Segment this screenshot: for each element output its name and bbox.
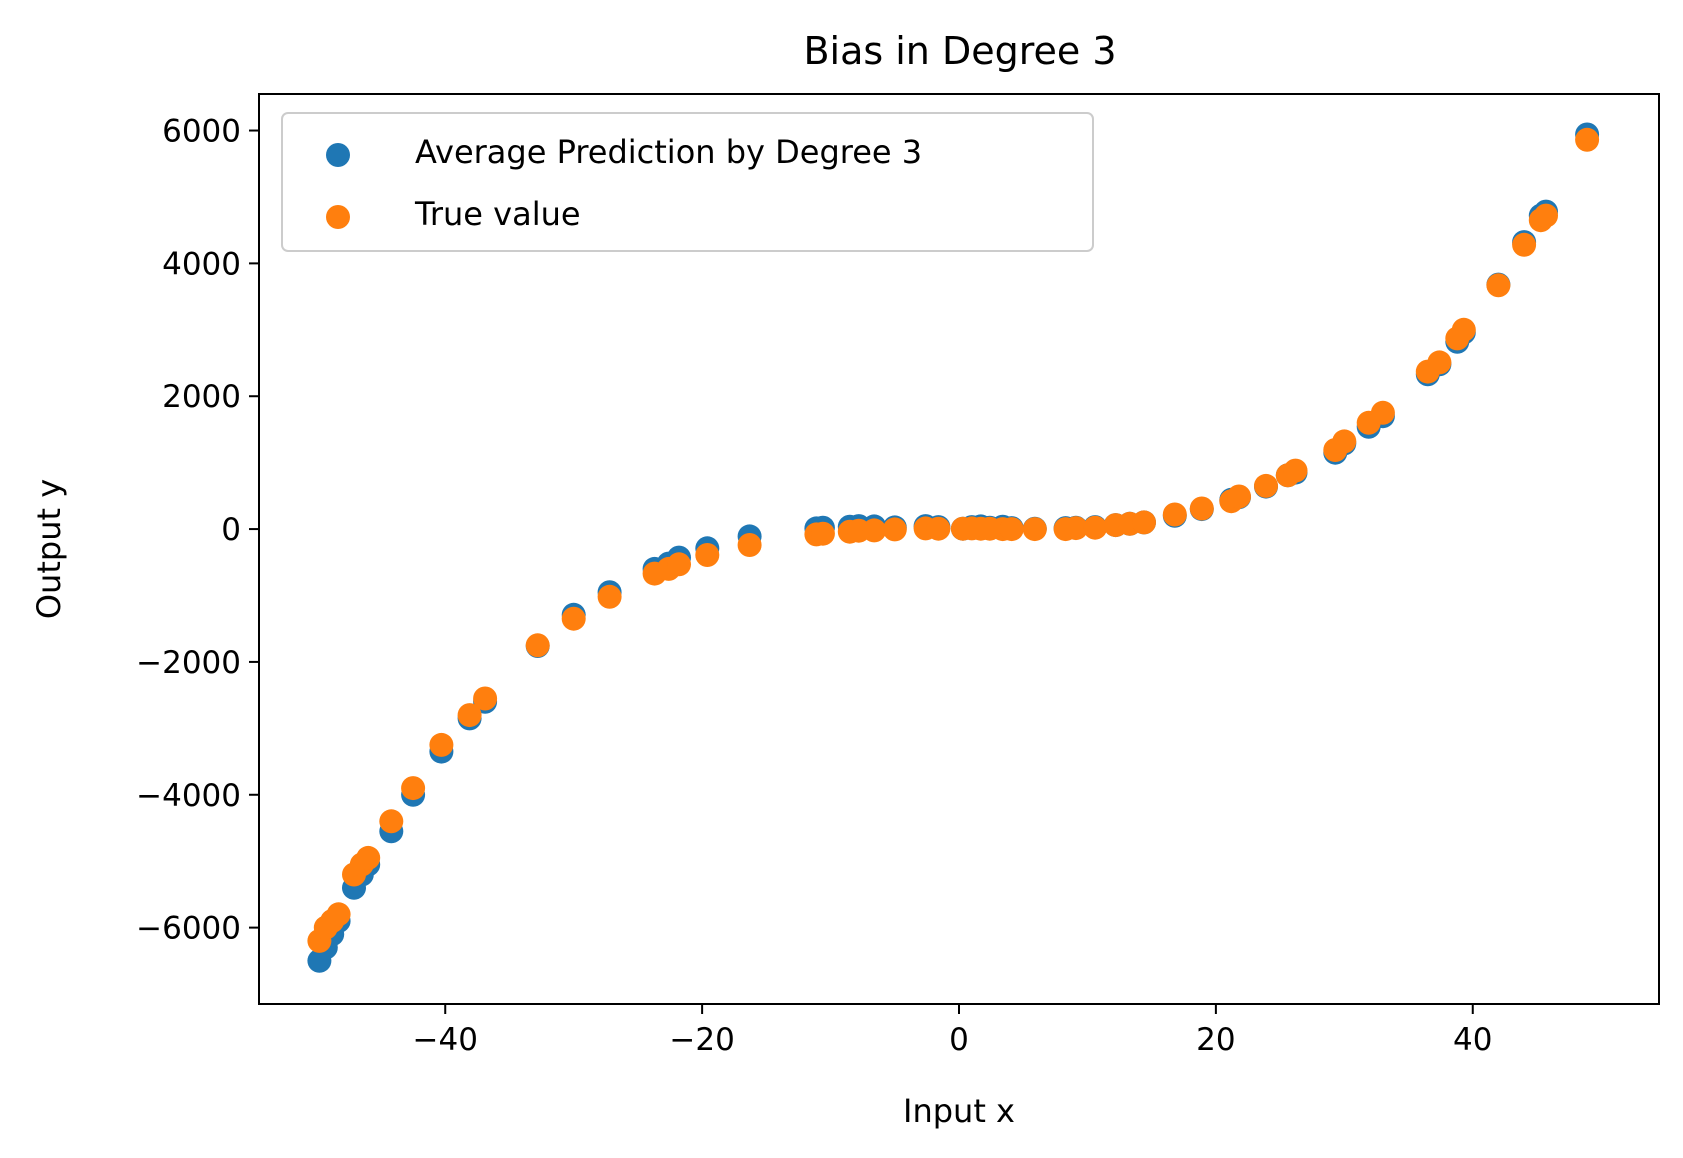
legend-label-true-value: True value — [414, 195, 581, 233]
data-point — [926, 516, 951, 541]
data-point — [1486, 273, 1511, 298]
data-point — [1132, 510, 1156, 535]
data-point — [810, 521, 835, 546]
data-point — [1332, 429, 1357, 454]
y-tick-label: −4000 — [136, 778, 241, 814]
data-point — [862, 518, 887, 543]
data-point — [561, 606, 586, 631]
y-tick-label: −6000 — [136, 911, 241, 947]
data-point — [667, 552, 691, 577]
data-point — [1162, 502, 1187, 527]
legend-marker-true-value — [326, 205, 350, 229]
x-tick-label: 0 — [949, 1022, 969, 1058]
data-point — [1254, 473, 1278, 498]
data-point — [1189, 496, 1214, 521]
data-point — [1370, 400, 1395, 425]
data-point — [1575, 127, 1600, 152]
y-tick-label: 6000 — [162, 114, 241, 150]
data-point — [1427, 350, 1452, 375]
data-point — [379, 809, 404, 834]
data-point — [457, 703, 482, 728]
y-tick-label: 0 — [221, 512, 241, 548]
data-point — [695, 543, 720, 567]
x-tick-label: −20 — [669, 1022, 734, 1058]
data-point — [401, 776, 426, 801]
scatter-marks — [307, 122, 1600, 973]
y-axis: −6000 −4000 −2000 0 2000 4000 6000 — [136, 114, 259, 947]
x-tick-label: −40 — [413, 1022, 478, 1058]
x-axis: −40 −20 0 20 40 — [413, 1004, 1492, 1058]
data-point — [356, 845, 381, 870]
legend-box — [281, 112, 1094, 252]
x-axis-label: Input x — [903, 1092, 1015, 1130]
y-tick-label: −2000 — [136, 645, 241, 681]
data-point — [473, 686, 498, 711]
chart-title: Bias in Degree 3 — [803, 29, 1116, 73]
data-point — [1512, 232, 1537, 257]
data-point — [1534, 203, 1558, 228]
data-point — [999, 517, 1024, 542]
data-point — [525, 633, 550, 658]
series-1 — [307, 127, 1600, 953]
data-point — [597, 584, 622, 609]
data-point — [429, 732, 454, 757]
data-point — [1451, 317, 1476, 342]
data-point — [1083, 515, 1108, 540]
legend: Average Prediction by Degree 3 True valu… — [281, 112, 1094, 252]
data-point — [326, 902, 351, 927]
legend-label-average-prediction: Average Prediction by Degree 3 — [415, 133, 922, 171]
data-point — [882, 517, 907, 542]
data-point — [1063, 516, 1088, 541]
legend-marker-average-prediction — [326, 143, 350, 167]
data-point — [1283, 458, 1308, 483]
data-point — [1022, 517, 1047, 542]
y-tick-label: 4000 — [162, 246, 241, 282]
x-tick-label: 40 — [1453, 1022, 1492, 1058]
data-point — [1227, 484, 1251, 509]
y-axis-label: Output y — [30, 479, 68, 619]
x-tick-label: 20 — [1196, 1022, 1235, 1058]
data-point — [737, 533, 762, 557]
y-tick-label: 2000 — [162, 379, 241, 415]
